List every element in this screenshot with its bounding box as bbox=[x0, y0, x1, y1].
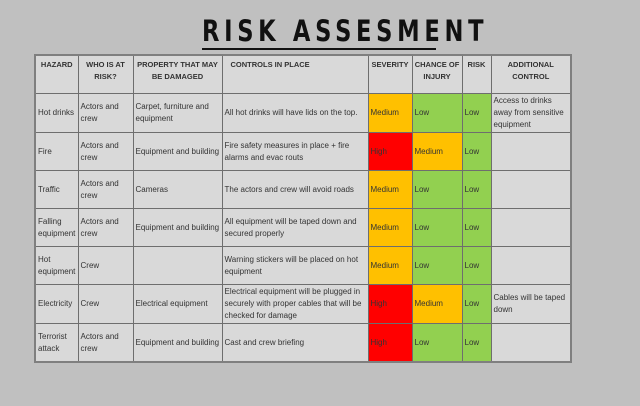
severity-cell: Medium bbox=[367, 170, 413, 209]
severity-cell: High bbox=[367, 284, 413, 324]
additional-cell bbox=[490, 246, 572, 285]
header-who: WHO IS AT RISK? bbox=[77, 54, 134, 94]
severity-cell: High bbox=[367, 323, 413, 363]
hazard-cell: Traffic bbox=[34, 170, 79, 209]
controls-cell: All equipment will be taped down and sec… bbox=[221, 208, 369, 247]
header-risk: RISK bbox=[461, 54, 492, 94]
hazard-cell: Fire bbox=[34, 132, 79, 171]
who-cell: Actors and crew bbox=[77, 132, 134, 171]
header-property: PROPERTY THAT MAY BE DAMAGED bbox=[132, 54, 223, 94]
controls-cell: Electrical equipment will be plugged in … bbox=[221, 284, 369, 324]
risk-cell: Low bbox=[461, 93, 492, 133]
hazard-cell: Falling equipment bbox=[34, 208, 79, 247]
controls-cell: Cast and crew briefing bbox=[221, 323, 369, 363]
risk-cell: Low bbox=[461, 246, 492, 285]
risk-cell: Low bbox=[461, 132, 492, 171]
hazard-cell: Hot drinks bbox=[34, 93, 79, 133]
risk-table: HAZARD WHO IS AT RISK? PROPERTY THAT MAY… bbox=[34, 54, 572, 363]
who-cell: Actors and crew bbox=[77, 170, 134, 209]
property-cell: Equipment and building bbox=[132, 323, 223, 363]
chance-cell: Low bbox=[411, 323, 463, 363]
table-row: Falling equipment Actors and crew Equipm… bbox=[34, 208, 572, 247]
additional-cell bbox=[490, 323, 572, 363]
header-row: HAZARD WHO IS AT RISK? PROPERTY THAT MAY… bbox=[34, 54, 572, 94]
header-controls: CONTROLS IN PLACE bbox=[221, 54, 369, 94]
risk-cell: Low bbox=[461, 208, 492, 247]
severity-cell: Medium bbox=[367, 246, 413, 285]
additional-cell bbox=[490, 208, 572, 247]
controls-cell: The actors and crew will avoid roads bbox=[221, 170, 369, 209]
header-chance: CHANCE OF INJURY bbox=[411, 54, 463, 94]
severity-cell: High bbox=[367, 132, 413, 171]
controls-cell: Fire safety measures in place + fire ala… bbox=[221, 132, 369, 171]
header-additional: ADDITIONAL CONTROL bbox=[490, 54, 572, 94]
hazard-cell: Electricity bbox=[34, 284, 79, 324]
who-cell: Actors and crew bbox=[77, 208, 134, 247]
hazard-cell: Terrorist attack bbox=[34, 323, 79, 363]
table-row: Fire Actors and crew Equipment and build… bbox=[34, 132, 572, 171]
table-row: Terrorist attack Actors and crew Equipme… bbox=[34, 323, 572, 363]
controls-cell: All hot drinks will have lids on the top… bbox=[221, 93, 369, 133]
additional-cell: Cables will be taped down bbox=[490, 284, 572, 324]
table-row: Traffic Actors and crew Cameras The acto… bbox=[34, 170, 572, 209]
additional-cell bbox=[490, 170, 572, 209]
controls-cell: Warning stickers will be placed on hot e… bbox=[221, 246, 369, 285]
risk-cell: Low bbox=[461, 284, 492, 324]
table-row: Hot equipment Crew Warning stickers will… bbox=[34, 246, 572, 285]
who-cell: Actors and crew bbox=[77, 93, 134, 133]
header-hazard: HAZARD bbox=[34, 54, 79, 94]
severity-cell: Medium bbox=[367, 208, 413, 247]
property-cell: Equipment and building bbox=[132, 132, 223, 171]
chance-cell: Medium bbox=[411, 284, 463, 324]
header-severity: SEVERITY bbox=[367, 54, 413, 94]
who-cell: Crew bbox=[77, 284, 134, 324]
who-cell: Crew bbox=[77, 246, 134, 285]
chance-cell: Low bbox=[411, 170, 463, 209]
chance-cell: Medium bbox=[411, 132, 463, 171]
property-cell: Equipment and building bbox=[132, 208, 223, 247]
chance-cell: Low bbox=[411, 246, 463, 285]
page-title: RISK ASSESMENT bbox=[202, 14, 489, 50]
property-cell: Electrical equipment bbox=[132, 284, 223, 324]
additional-cell: Access to drinks away from sensitive equ… bbox=[490, 93, 572, 133]
risk-cell: Low bbox=[461, 170, 492, 209]
property-cell: Carpet, furniture and equipment bbox=[132, 93, 223, 133]
additional-cell bbox=[490, 132, 572, 171]
hazard-cell: Hot equipment bbox=[34, 246, 79, 285]
severity-cell: Medium bbox=[367, 93, 413, 133]
table-row: Hot drinks Actors and crew Carpet, furni… bbox=[34, 93, 572, 133]
risk-cell: Low bbox=[461, 323, 492, 363]
table-row: Electricity Crew Electrical equipment El… bbox=[34, 284, 572, 324]
chance-cell: Low bbox=[411, 208, 463, 247]
who-cell: Actors and crew bbox=[77, 323, 134, 363]
property-cell: Cameras bbox=[132, 170, 223, 209]
chance-cell: Low bbox=[411, 93, 463, 133]
property-cell bbox=[132, 246, 223, 285]
